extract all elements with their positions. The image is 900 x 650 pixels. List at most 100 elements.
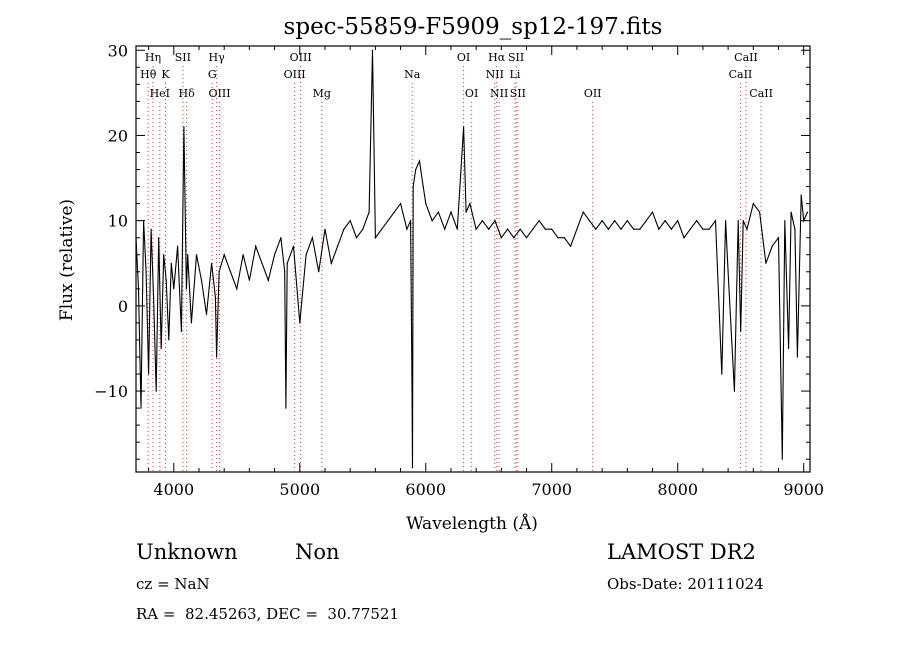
spectrum-point [170,262,172,264]
line-marker-label: Mg [313,87,331,100]
line-marker-label: SII [510,87,526,100]
spectrum-point [481,220,483,222]
spectrum-point [286,262,288,264]
line-marker-label: OI [457,51,470,64]
spectrum-point [218,271,220,273]
spectrum-point [765,262,767,264]
spectrum-point [143,220,145,222]
spectrum-point [759,211,761,213]
spectrum-point [371,49,374,51]
y-axis-label: Flux (relative) [57,199,77,321]
spectrum-point [519,228,521,230]
spectrum-point [422,186,424,188]
spectrum-point [582,211,584,213]
spectrum-point [463,126,465,128]
x-axis-label: Wavelength (Å) [406,513,538,534]
spectrum-point [148,373,150,375]
spectrum-point [746,228,748,230]
spectrum-point [494,220,496,222]
spectrum-point [311,237,313,239]
spectrum-point [280,237,282,239]
line-marker-label: CaII [734,51,758,64]
observation-date: Obs-Date: 20111024 [607,575,764,593]
spectrum-point [145,271,147,273]
spectrum-point [601,220,603,222]
spectrum-point [400,203,402,205]
y-tick-label: 10 [108,212,128,231]
spectrum-point [285,407,287,409]
line-marker-label: Hη [145,51,161,64]
plot-frame [135,45,811,473]
line-marker-label: Hδ [179,87,196,100]
spectrum-point [387,220,389,222]
spectrum-point [620,228,622,230]
spectrum-point [456,228,458,230]
spectrum-point [292,245,295,247]
plot-axes: 4000 5000 6000 7000 8000 9000 −10 0 10 20 30 [94,41,824,499]
spectrum-point [183,126,185,128]
spectrum-point [284,271,286,273]
spectrum-point [450,211,452,213]
spectrum-point [708,228,710,230]
spectrum-point [437,211,439,213]
spectrum-point [165,279,167,281]
line-marker-label: OI [465,87,478,100]
spectrum-point [362,228,364,230]
y-tick-label: 20 [108,126,128,145]
spectrum-point [425,203,427,205]
spectrum-point [173,288,175,290]
line-marker-label: SII [508,51,524,64]
y-tick-label: −10 [94,382,128,401]
line-marker-label: CaII [749,87,773,100]
x-tick-label: 5000 [279,480,320,499]
spectrum-point [223,254,225,256]
spectrum-point [393,211,395,213]
spectrum-point [190,322,192,324]
spectrum-point [177,245,179,247]
spectrum-point [651,211,654,213]
spectrum-point [418,160,421,162]
line-marker-label: Hα [488,51,506,64]
spectrum-point [525,237,528,239]
x-tick-label: 7000 [531,480,572,499]
spectrum-point [410,220,412,222]
spectrum-point [626,220,628,222]
spectrum-point [205,313,208,315]
spectrum-point [160,347,162,350]
spectrum-point [355,237,358,239]
y-tick-label: 30 [108,41,128,60]
spectrum-series [135,49,809,469]
line-marker-label: OIII [290,51,312,64]
spectrum-point [664,220,666,222]
y-tick-label: 0 [118,297,128,316]
x-tick-label: 6000 [405,480,446,499]
spectrum-point [180,330,182,332]
spectrum-point [214,296,216,298]
spectrum-point [211,262,213,264]
spectrum-point [444,228,446,230]
spectrum-point [349,220,351,222]
spectrum-point [185,288,187,290]
spectrum-point [381,228,383,230]
spectrum-point [158,237,160,239]
spectrum-point [343,228,345,230]
spectrum-point [229,271,232,273]
spectrum-point [150,228,152,230]
spectrum-point [411,467,414,469]
spectrum-point [803,220,805,222]
spectrum-point [677,220,679,222]
spectrum-point [374,237,376,239]
spectrum-point [714,220,717,222]
spectrum-point [140,407,142,409]
spectral-subclass: Non [295,540,340,564]
x-tick-label: 8000 [657,480,698,499]
spectrum-point [155,390,157,392]
spectrum-point [267,279,269,281]
spectrum-point [742,220,744,222]
spectrum-point [790,211,792,213]
spectrum-point [696,220,698,222]
spectrum-point [513,237,515,239]
spectrum-point [633,228,635,230]
spectrum-point [475,228,477,230]
